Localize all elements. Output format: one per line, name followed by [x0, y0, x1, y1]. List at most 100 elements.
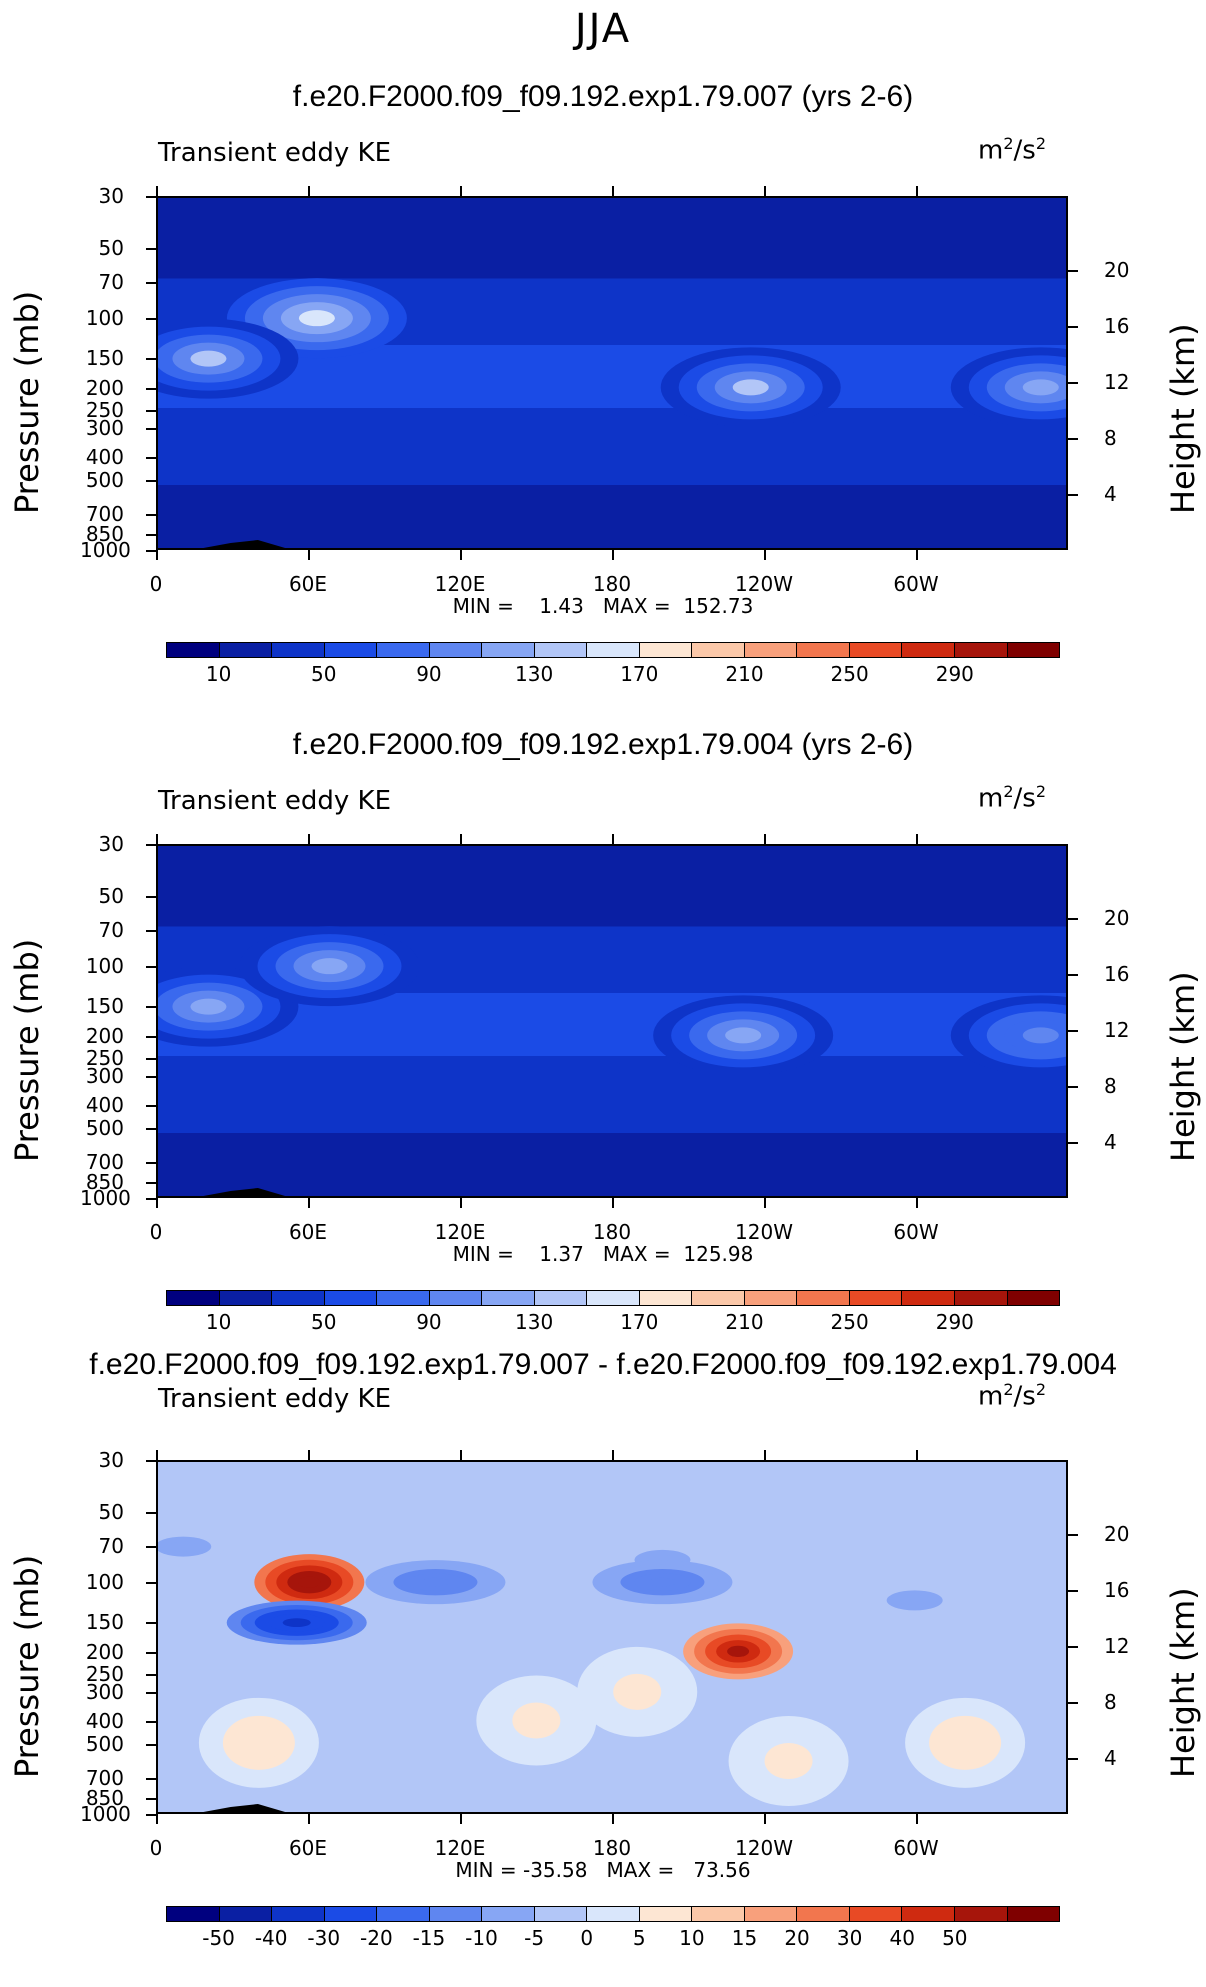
- colorbar-swatch: [429, 1907, 483, 1921]
- y-tick-mark: [146, 1814, 156, 1816]
- y-tick-mark: [146, 1105, 156, 1108]
- colorbar-label: 10: [205, 1310, 232, 1334]
- contour-field: [158, 846, 1066, 1196]
- y-tick-mark: [146, 1460, 156, 1462]
- y-tick-label: 500: [85, 1116, 124, 1141]
- panel-title: f.e20.F2000.f09_f09.192.exp1.79.007 (yrs…: [292, 80, 914, 113]
- y-tick-mark: [146, 1058, 156, 1061]
- y-tick-label: 100: [85, 305, 124, 330]
- y-tick-mark: [146, 196, 156, 198]
- y-tick-label: 700: [85, 1765, 124, 1790]
- y2-tick-label: 4: [1104, 1745, 1117, 1770]
- anomaly-patch: [524, 1711, 549, 1730]
- y-tick-mark: [146, 1581, 156, 1584]
- y-tick-label: 50: [98, 235, 124, 260]
- x-tick-mark: [764, 1814, 766, 1824]
- colorbar-swatch: [849, 643, 903, 657]
- field-feature: [1022, 1027, 1059, 1044]
- y-tick-mark: [146, 1744, 156, 1747]
- y2-tick-label: 20: [1104, 257, 1130, 282]
- y2-tick-label: 8: [1104, 1689, 1117, 1714]
- y2-tick-label: 12: [1104, 369, 1130, 394]
- x-tick-mark: [916, 186, 918, 196]
- season-title: JJA: [574, 6, 632, 52]
- y2-axis-title: Height (km): [1164, 323, 1202, 514]
- x-tick-mark: [156, 550, 158, 560]
- y2-tick-mark: [1068, 1645, 1078, 1648]
- colorbar-label: 40: [889, 1926, 915, 1950]
- x-tick-mark: [460, 1198, 462, 1208]
- y-tick-mark: [146, 480, 156, 483]
- colorbar-swatch: [587, 1907, 640, 1921]
- x-tick-mark: [156, 1198, 158, 1208]
- y-tick-label: 250: [85, 398, 124, 423]
- y-tick-label: 70: [98, 269, 124, 294]
- y-tick-label: 1000: [80, 538, 131, 562]
- y-tick-label: 850: [85, 521, 124, 546]
- colorbar-swatch: [744, 1291, 798, 1305]
- field-band: [158, 485, 1066, 548]
- colorbar-label: 170: [620, 662, 659, 686]
- colorbar-label: 170: [620, 1310, 659, 1334]
- y-tick-label: 300: [85, 1680, 124, 1705]
- y-tick-label: 400: [85, 1709, 124, 1734]
- x-tick-mark: [308, 1814, 310, 1824]
- colorbar-swatch: [482, 1291, 535, 1305]
- colorbar-swatch: [849, 1291, 903, 1305]
- field-group: [158, 198, 1066, 548]
- y-tick-mark: [146, 965, 156, 968]
- colorbar-label: -40: [254, 1926, 288, 1950]
- colorbar-swatch: [167, 643, 220, 657]
- x-tick-mark: [156, 186, 158, 196]
- colorbar-swatch: [219, 1907, 273, 1921]
- x-tick-mark: [460, 1450, 462, 1460]
- x-tick-mark: [156, 834, 158, 844]
- y2-tick-mark: [1068, 437, 1078, 440]
- colorbar-label: 250: [830, 662, 869, 686]
- y-tick-mark: [146, 550, 156, 552]
- colorbar-swatch: [324, 1907, 378, 1921]
- y-tick-mark: [146, 1006, 156, 1009]
- colorbar-label: 50: [942, 1926, 968, 1950]
- colorbar: [166, 1906, 1060, 1922]
- y-tick-mark: [146, 844, 156, 846]
- colorbar-label: 210: [725, 662, 764, 686]
- y-tick-mark: [146, 895, 156, 898]
- anomaly-patch: [776, 1752, 801, 1771]
- y-tick-label: 850: [85, 1785, 124, 1810]
- y-tick-label: 70: [98, 917, 124, 942]
- y2-tick-mark: [1068, 1029, 1078, 1032]
- x-tick-label: 0: [149, 1220, 163, 1244]
- colorbar-swatch: [429, 643, 483, 657]
- y-tick-label: 850: [85, 1169, 124, 1194]
- y-tick-mark: [146, 281, 156, 284]
- x-tick-mark: [612, 834, 614, 844]
- colorbar-label: 20: [784, 1926, 810, 1950]
- x-tick-mark: [764, 834, 766, 844]
- y-tick-label: 500: [85, 1732, 124, 1757]
- y2-tick-mark: [1068, 1589, 1078, 1592]
- field-feature: [648, 1577, 677, 1587]
- field-feature: [298, 1576, 321, 1588]
- x-tick-label: 180: [592, 1220, 632, 1244]
- colorbar-swatch: [849, 1907, 903, 1921]
- x-tick-mark: [460, 550, 462, 560]
- field-feature: [1022, 379, 1059, 396]
- x-tick-label: 60E: [288, 1220, 328, 1244]
- y-tick-label: 1000: [80, 1802, 131, 1826]
- y-tick-mark: [146, 457, 156, 460]
- colorbar: [166, 642, 1060, 658]
- field-band: [158, 846, 1066, 928]
- colorbar-label: -50: [202, 1926, 235, 1950]
- x-tick-mark: [308, 1450, 310, 1460]
- colorbar-swatch: [639, 1291, 693, 1305]
- colorbar-label: 50: [311, 662, 337, 686]
- colorbar-label: 90: [416, 1310, 442, 1334]
- colorbar-label: -20: [360, 1926, 393, 1950]
- colorbar-swatch: [219, 1291, 273, 1305]
- y-tick-label: 200: [85, 1639, 124, 1664]
- y-tick-label: 150: [85, 1610, 124, 1635]
- y2-tick-mark: [1068, 1701, 1078, 1704]
- y-tick-label: 30: [98, 832, 124, 856]
- y-tick-mark: [146, 1797, 156, 1800]
